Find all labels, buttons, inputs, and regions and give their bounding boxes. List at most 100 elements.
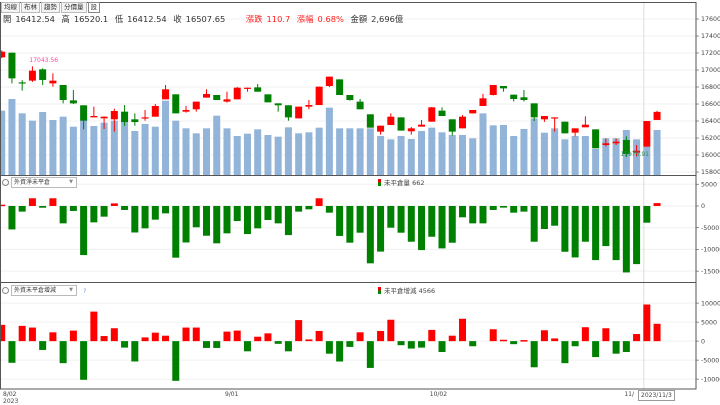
oi-change-bar[interactable]: [274, 341, 282, 344]
net-oi-bar[interactable]: [315, 198, 323, 206]
oi-change-bar[interactable]: [602, 328, 610, 342]
candle-body[interactable]: [407, 128, 415, 132]
net-oi-bar[interactable]: [346, 205, 354, 243]
net-oi-bar[interactable]: [192, 205, 200, 228]
oi-change-bar[interactable]: [305, 339, 313, 342]
net-oi-bar[interactable]: [182, 205, 190, 243]
oi-change-bar[interactable]: [561, 341, 569, 364]
net-oi-bar[interactable]: [418, 205, 426, 251]
candle-body[interactable]: [428, 107, 436, 122]
oi-change-bar[interactable]: [540, 330, 548, 342]
candle-body[interactable]: [315, 86, 323, 106]
net-oi-bar[interactable]: [633, 205, 641, 265]
candle-body[interactable]: [418, 124, 426, 127]
net-oi-bar[interactable]: [561, 205, 569, 252]
net-oi-bar[interactable]: [110, 203, 118, 206]
oi-change-bar[interactable]: [633, 333, 641, 342]
candle-body[interactable]: [264, 94, 272, 103]
candle-body[interactable]: [141, 117, 149, 119]
oi-change-bar[interactable]: [551, 338, 559, 342]
oi-change-bar[interactable]: [612, 341, 620, 354]
oi-change-bar[interactable]: [295, 320, 303, 342]
oi-change-bar[interactable]: [428, 329, 436, 342]
net-oi-bar[interactable]: [243, 205, 251, 235]
candle-body[interactable]: [459, 116, 466, 129]
candle-body[interactable]: [387, 116, 395, 126]
candle-body[interactable]: [622, 139, 630, 155]
oi-change-indicator-select[interactable]: 外資未平倉增減 ▼: [11, 285, 77, 296]
candle-body[interactable]: [305, 105, 313, 107]
candle-body[interactable]: [28, 70, 36, 81]
net-oi-bar[interactable]: [274, 205, 282, 224]
candle-body[interactable]: [80, 105, 88, 121]
oi-change-bar[interactable]: [49, 332, 57, 342]
net-oi-bar[interactable]: [377, 205, 385, 252]
net-oi-bar[interactable]: [643, 205, 651, 223]
candle-body[interactable]: [131, 119, 139, 123]
oi-change-bar[interactable]: [121, 341, 129, 348]
oi-change-bar[interactable]: [223, 331, 231, 342]
candle-body[interactable]: [561, 121, 569, 134]
net-oi-bar[interactable]: [366, 205, 374, 264]
net-oi-bar[interactable]: [479, 205, 487, 224]
oi-change-bar[interactable]: [192, 327, 200, 342]
candle-body[interactable]: [612, 141, 620, 144]
oi-change-bar[interactable]: [346, 341, 354, 347]
candle-body[interactable]: [540, 116, 548, 120]
candle-body[interactable]: [8, 52, 16, 79]
oi-change-bar[interactable]: [213, 341, 221, 348]
oi-change-bar[interactable]: [131, 341, 139, 362]
net-oi-bar[interactable]: [172, 205, 180, 258]
candle-body[interactable]: [213, 95, 221, 101]
oi-change-bar[interactable]: [8, 341, 16, 363]
candle-body[interactable]: [325, 76, 333, 86]
candle-body[interactable]: [192, 101, 200, 110]
oi-change-bar[interactable]: [203, 341, 210, 348]
oi-change-bar[interactable]: [100, 336, 108, 342]
gear-icon[interactable]: [2, 287, 9, 294]
tab-moving-average[interactable]: 均線: [1, 2, 20, 13]
tab-trend[interactable]: 趨勢: [41, 2, 60, 13]
net-oi-bar[interactable]: [0, 204, 6, 207]
candle-body[interactable]: [602, 143, 610, 145]
oi-change-bar[interactable]: [459, 318, 466, 342]
candle-body[interactable]: [233, 87, 241, 100]
net-oi-bar[interactable]: [336, 205, 344, 236]
net-oi-bar[interactable]: [448, 205, 456, 243]
candle-body[interactable]: [633, 150, 641, 153]
net-oi-bar[interactable]: [213, 205, 221, 244]
oi-change-bar[interactable]: [469, 341, 477, 347]
oi-change-bar[interactable]: [284, 341, 292, 352]
net-oi-bar[interactable]: [571, 205, 579, 258]
oi-change-bar[interactable]: [622, 341, 630, 352]
net-oi-bar[interactable]: [592, 205, 600, 261]
oi-change-bar[interactable]: [418, 341, 426, 348]
candle-body[interactable]: [18, 82, 26, 84]
oi-change-bar[interactable]: [336, 341, 344, 362]
candle-body[interactable]: [581, 124, 589, 128]
oi-change-bar[interactable]: [90, 311, 98, 342]
candle-body[interactable]: [438, 110, 446, 117]
oi-change-bar[interactable]: [151, 332, 159, 342]
oi-change-bar[interactable]: [254, 336, 262, 342]
net-oi-bar[interactable]: [284, 205, 292, 236]
net-oi-bar[interactable]: [100, 205, 108, 217]
candle-body[interactable]: [284, 105, 292, 118]
oi-change-bar[interactable]: [325, 341, 333, 354]
net-oi-bar[interactable]: [141, 205, 149, 229]
oi-change-bar[interactable]: [397, 341, 405, 346]
candle-body[interactable]: [530, 103, 538, 118]
net-oi-bar[interactable]: [264, 205, 272, 221]
oi-change-bar[interactable]: [141, 337, 149, 342]
net-oi-bar[interactable]: [438, 205, 446, 249]
candle-body[interactable]: [110, 110, 118, 120]
net-oi-bar[interactable]: [80, 205, 88, 256]
oi-change-bar[interactable]: [162, 335, 170, 342]
net-oi-bar[interactable]: [59, 205, 67, 224]
net-oi-bar[interactable]: [407, 205, 415, 242]
net-oi-bar[interactable]: [602, 205, 610, 247]
candle-body[interactable]: [377, 125, 385, 132]
net-oi-bar[interactable]: [551, 205, 559, 226]
net-oi-bar[interactable]: [295, 205, 303, 212]
